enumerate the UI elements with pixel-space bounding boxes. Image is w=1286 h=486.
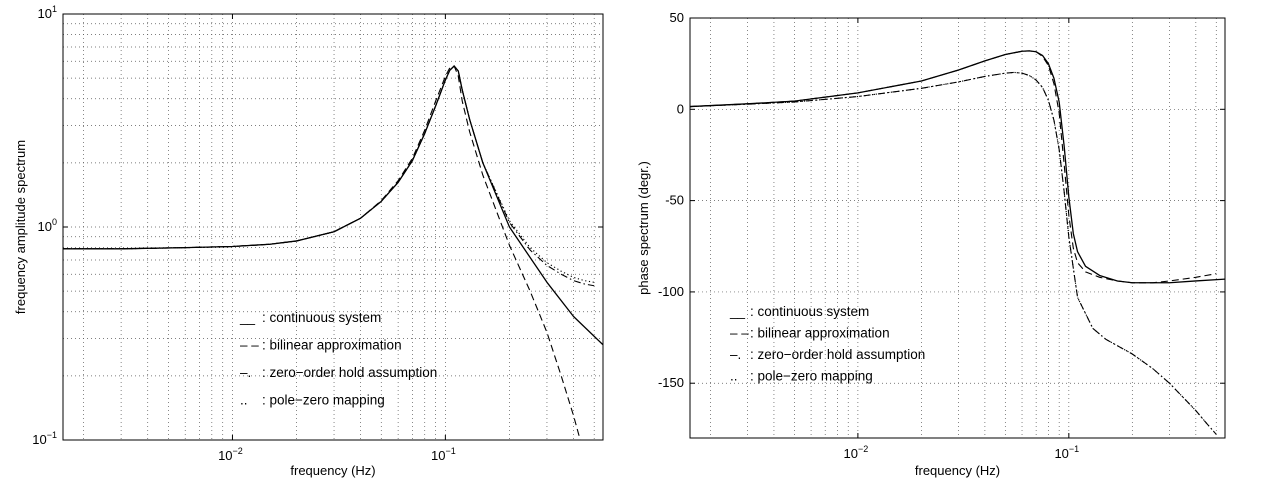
continuous-system-line (690, 50, 1225, 284)
x-tick-label: 10−1 (1054, 444, 1079, 461)
legend-label: : bilinear approximation (750, 326, 890, 341)
legend-marker: .. (730, 369, 738, 384)
y-tick-label: 0 (677, 101, 684, 116)
legend-marker: –. (240, 365, 251, 380)
x-axis-label: frequency (Hz) (915, 463, 1000, 478)
pole-zero-mapping-line (690, 71, 1217, 435)
y-tick-label: 100 (38, 217, 57, 234)
zero-order-hold-line (63, 65, 595, 287)
legend-label: : pole−zero mapping (262, 393, 385, 408)
bilinear-approximation-line (690, 50, 1217, 284)
y-tick-label: 101 (38, 4, 57, 21)
legend-label: : bilinear approximation (262, 338, 402, 353)
legend-marker: __ (239, 310, 256, 325)
y-tick-label: -100 (658, 284, 684, 299)
legend-label: : continuous system (750, 304, 869, 319)
pole-zero-mapping-line (63, 65, 595, 283)
y-tick-label: -150 (658, 375, 684, 390)
legend-marker: – – (730, 326, 749, 341)
bilinear-approximation-line (63, 65, 581, 440)
continuous-system-line (63, 65, 603, 346)
legend-marker: .. (240, 393, 248, 408)
legend-label: : continuous system (262, 310, 381, 325)
amplitude-chart: 10−2 10−1 10−1 100 101 frequency (Hz) frequenc… (13, 4, 604, 478)
y-axis-label: frequency amplitude spectrum (13, 140, 28, 314)
legend-marker: – – (240, 338, 259, 353)
axes-frame (689, 17, 1226, 439)
phase-chart: 10−2 10−1 50 0 -50 -100 -150 frequency (Hz) phas… (636, 10, 1226, 478)
y-tick-label: -50 (665, 193, 684, 208)
legend-marker: –. (730, 347, 741, 362)
legend-label: : pole−zero mapping (750, 369, 873, 384)
series-group (63, 65, 603, 440)
x-tick-label: 10−1 (431, 446, 456, 463)
y-tick-label: 10−1 (32, 430, 57, 447)
y-axis-label: phase spectrum (degr.) (636, 161, 651, 295)
y-tick-label: 50 (670, 10, 684, 25)
legend-marker: __ (729, 304, 746, 319)
x-tick-label: 10−2 (218, 446, 243, 463)
legend-label: : zero−order hold assumption (262, 365, 437, 380)
legend-label: : zero−order hold assumption (750, 347, 925, 362)
legend: __ : continuous system– – : bilinear app… (729, 304, 925, 384)
series-group (690, 50, 1225, 435)
x-axis-label: frequency (Hz) (290, 463, 375, 478)
legend: __ : continuous system– – : bilinear app… (239, 310, 437, 408)
x-tick-label: 10−2 (844, 444, 869, 461)
